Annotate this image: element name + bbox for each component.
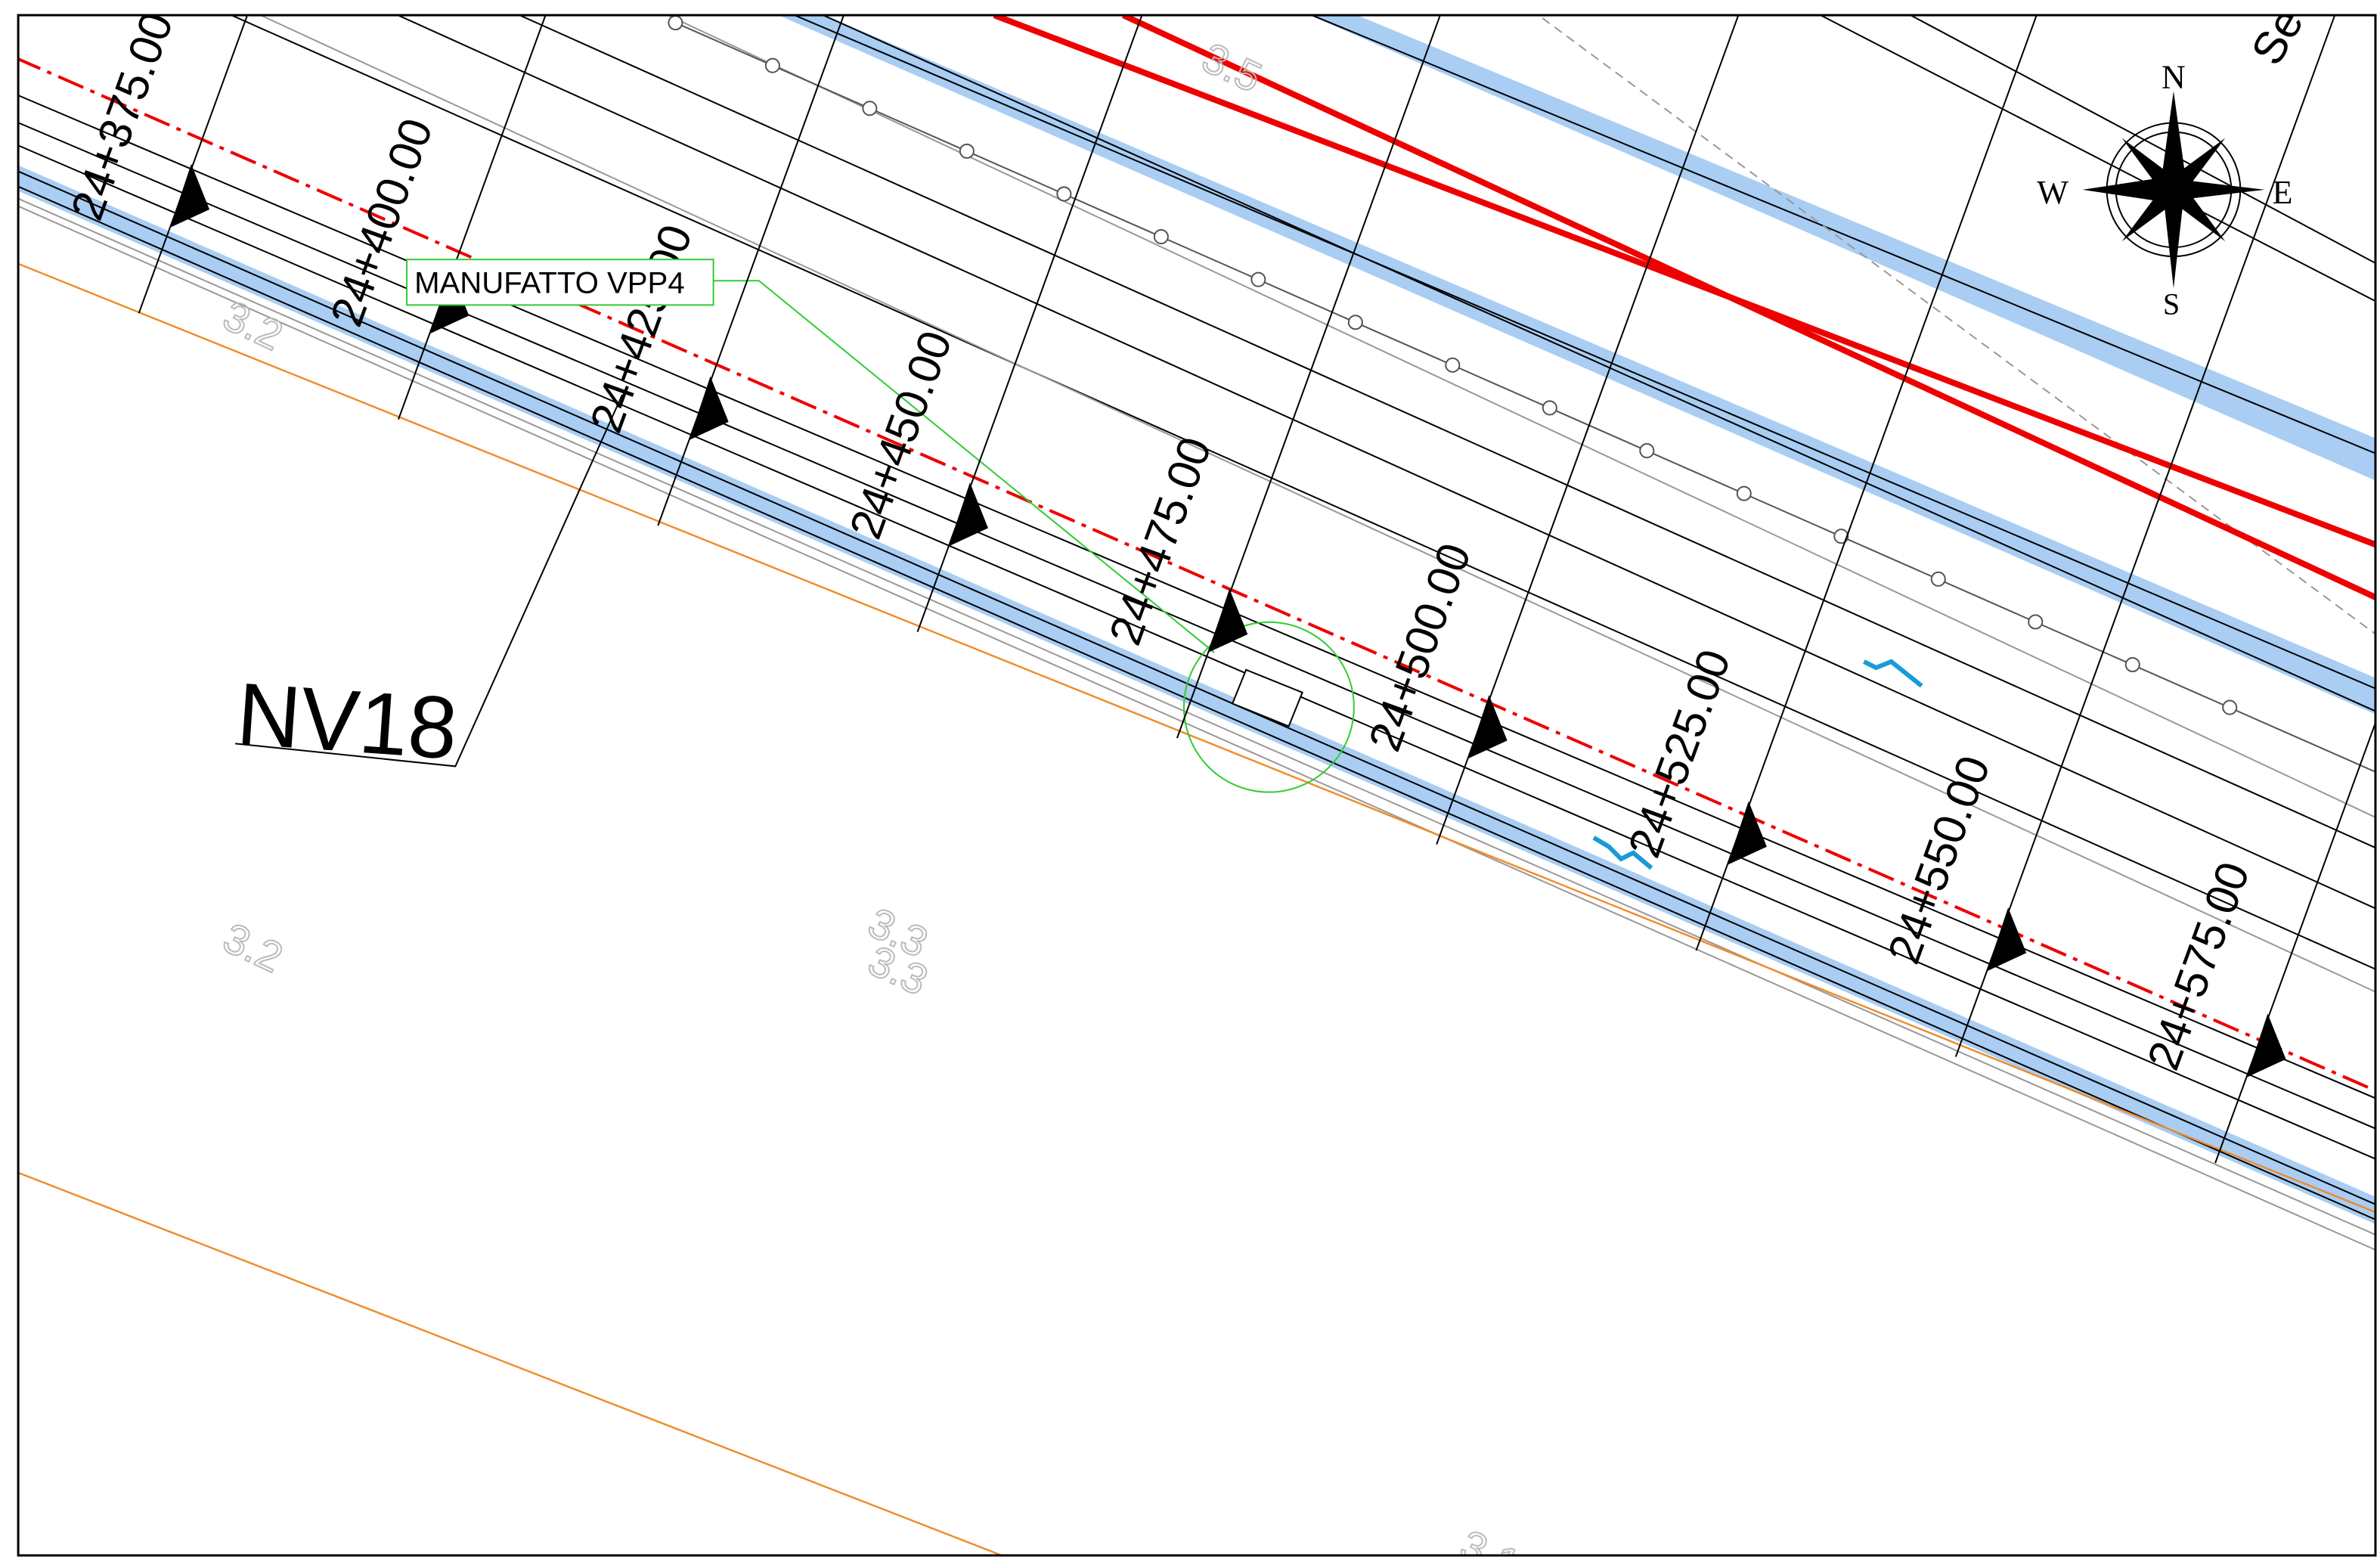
station-marker (948, 482, 988, 547)
structure-label-box (406, 259, 714, 306)
red-line (1121, 15, 2375, 601)
pole-wire (675, 22, 2375, 773)
station-line (138, 15, 249, 314)
road-label: NV18 (234, 665, 460, 778)
pole (2124, 656, 2140, 673)
station-line (1436, 15, 1740, 845)
ditch-band (1309, 15, 2375, 481)
contour-lines (18, 15, 2375, 1251)
station-marker (1467, 695, 1508, 759)
compass-e: E (2272, 174, 2292, 211)
pole (959, 143, 975, 159)
frame (17, 14, 2377, 1557)
pole (1542, 400, 1557, 416)
label-leader (713, 280, 1215, 653)
pole (668, 15, 683, 31)
station-line (657, 15, 845, 526)
structure-label: MANUFATTO VPP4 (414, 265, 685, 299)
pole (1250, 271, 1266, 287)
station-marker (2246, 1013, 2286, 1078)
station-line (1954, 15, 2336, 1057)
station-line (916, 15, 1143, 632)
structure-circle (1182, 621, 1355, 793)
pole (1736, 485, 1752, 501)
station-marker (1727, 801, 1767, 865)
pole (1639, 442, 1655, 459)
structure-symbol (1231, 668, 1303, 727)
boundary-line (18, 1171, 1003, 1555)
station-line (1695, 15, 2038, 951)
station-marker (689, 376, 729, 440)
pole (1833, 529, 1849, 544)
pole (1930, 571, 1946, 587)
boundary-line (18, 262, 2375, 1214)
flow-arrow (1592, 836, 1653, 870)
pole (764, 57, 780, 73)
leader (235, 394, 624, 768)
flow-arrow (1863, 659, 1923, 688)
pole (2222, 699, 2238, 715)
pole (1347, 315, 1363, 330)
red-line (993, 15, 2375, 548)
compass: N S E W (2037, 58, 2292, 321)
station-marker (1987, 907, 2027, 972)
compass-w: W (2037, 174, 2069, 211)
station-marker (1208, 588, 1248, 653)
pole (862, 101, 878, 116)
axis-line (18, 57, 2375, 1093)
station-line (1176, 15, 1441, 739)
pole (1056, 186, 1072, 202)
pole (2028, 614, 2044, 630)
station-line (2214, 721, 2375, 1164)
pole (1445, 357, 1461, 373)
station-line (398, 15, 547, 420)
station-marker (169, 163, 210, 228)
compass-n: N (2162, 58, 2186, 95)
pole (1153, 229, 1169, 245)
compass-s: S (2163, 287, 2180, 321)
pole-line (668, 15, 2375, 773)
